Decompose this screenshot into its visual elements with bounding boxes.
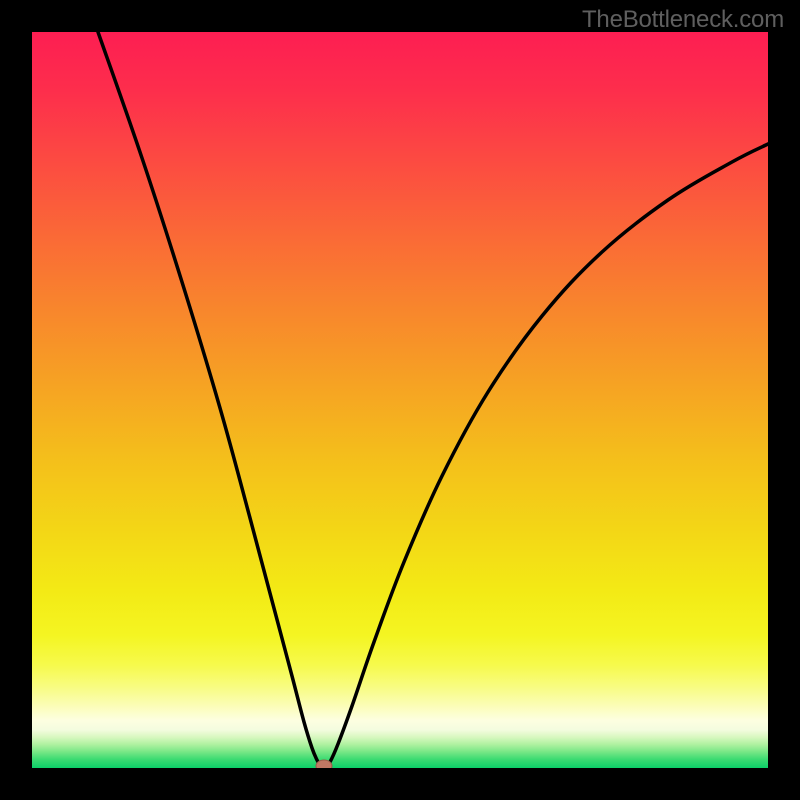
gradient-background — [32, 32, 768, 768]
curve-overlay — [32, 32, 768, 768]
curve-left-branch — [98, 32, 323, 767]
chart-container: TheBottleneck.com — [0, 0, 800, 800]
curve-right-branch — [326, 144, 769, 767]
minimum-marker — [316, 760, 332, 768]
watermark-text: TheBottleneck.com — [582, 6, 784, 34]
plot-area — [32, 32, 768, 768]
